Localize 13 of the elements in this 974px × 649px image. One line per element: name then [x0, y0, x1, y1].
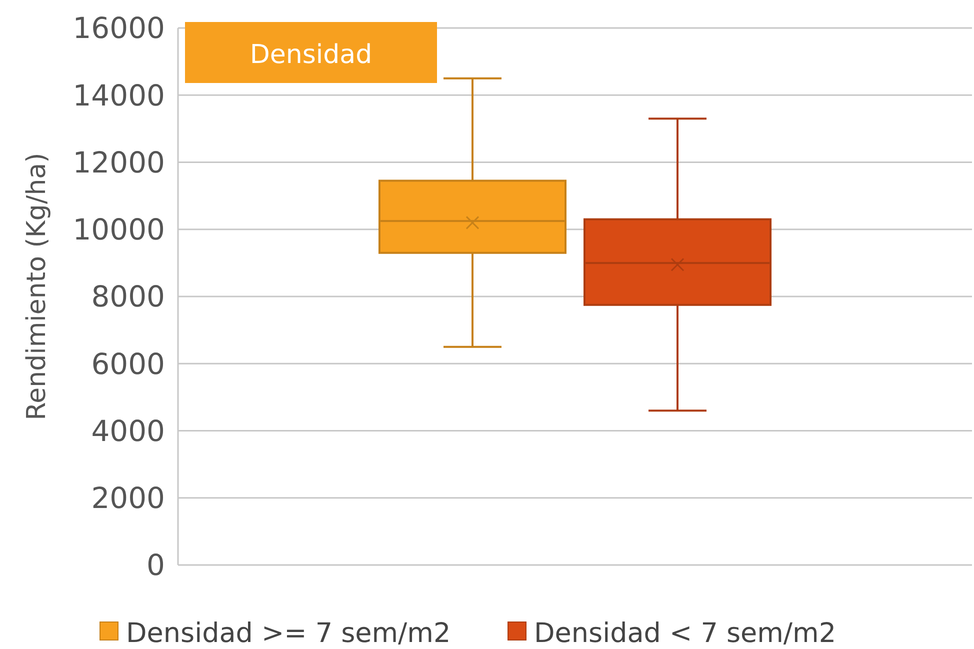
y-tick-label: 12000 [72, 145, 165, 180]
y-tick-label: 8000 [91, 280, 165, 314]
y-tick-label: 14000 [72, 78, 165, 112]
y-tick-label: 16000 [72, 11, 165, 46]
y-tick-label: 10000 [72, 212, 165, 247]
y-tick-label: 4000 [91, 414, 165, 448]
y-axis-title: Rendimiento (Kg/ha) [22, 152, 52, 420]
legend-label: Densidad >= 7 sem/m2 [126, 618, 451, 649]
title-box: Densidad [185, 22, 437, 83]
y-tick-label: 0 [146, 548, 165, 582]
y-tick-label: 2000 [91, 481, 165, 516]
y-tick-label: 6000 [91, 346, 165, 381]
legend-label: Densidad < 7 sem/m2 [534, 618, 836, 649]
